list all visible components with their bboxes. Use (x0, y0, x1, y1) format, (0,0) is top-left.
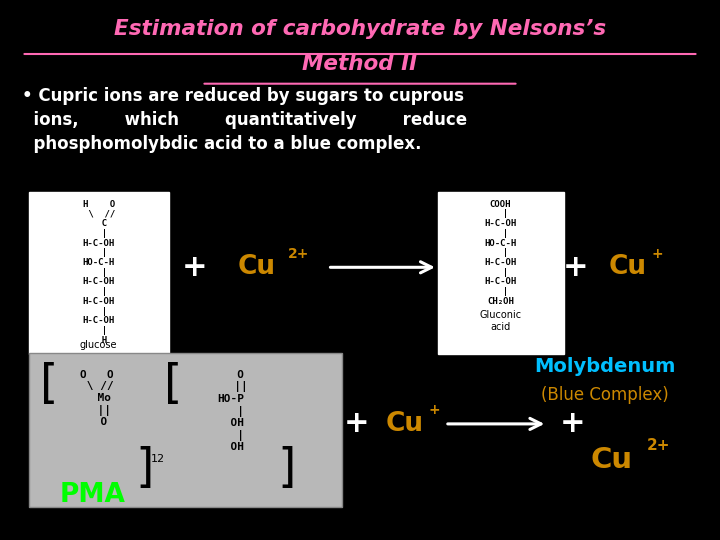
Text: +: + (428, 403, 440, 417)
Text: glucose: glucose (80, 340, 117, 350)
Text: H    O
 \  //
  C
  |
H-C-OH
  |
HO-C-H
  |
H-C-OH
  |
H-C-OH
  |
H-C-OH
  |
  H: H O \ // C | H-C-OH | HO-C-H | H-C-OH | … (83, 200, 114, 345)
Bar (29, 353, 342, 507)
Bar (438, 192, 564, 354)
Text: Molybdenum: Molybdenum (534, 356, 675, 376)
Text: Gluconic
acid: Gluconic acid (480, 310, 521, 332)
Text: [: [ (40, 362, 58, 407)
Text: [: [ (164, 362, 183, 407)
Text: +: + (652, 247, 663, 261)
Text: • Cupric ions are reduced by sugars to cuprous
  ions,        which        quant: • Cupric ions are reduced by sugars to c… (22, 87, 467, 153)
Text: (Blue Complex): (Blue Complex) (541, 386, 669, 404)
Text: PMA: PMA (59, 482, 125, 508)
Text: O
   ||
HO-P
   |
  OH
   |
  OH: O || HO-P | OH | OH (214, 370, 247, 453)
Text: Cu: Cu (590, 446, 633, 474)
Bar (29, 192, 169, 354)
Text: +: + (343, 409, 369, 438)
Text: COOH
  |
H-C-OH
  |
HO-C-H
  |
H-C-OH
  |
H-C-OH
  |
CH₂OH: COOH | H-C-OH | HO-C-H | H-C-OH | H-C-OH… (485, 200, 516, 306)
Text: Cu: Cu (238, 254, 276, 280)
Text: +: + (181, 253, 207, 282)
Text: ]: ] (135, 446, 154, 490)
Text: 2+: 2+ (647, 438, 670, 453)
Text: Method II: Method II (302, 54, 418, 74)
Text: Estimation of carbohydrate by Nelsons’s: Estimation of carbohydrate by Nelsons’s (114, 19, 606, 39)
Text: 12: 12 (151, 454, 166, 464)
Text: Cu: Cu (385, 411, 423, 437)
Text: +: + (563, 253, 589, 282)
Text: +: + (559, 409, 585, 438)
Text: O   O
 \ //
  Mo
  ||
  O: O O \ // Mo || O (81, 370, 114, 427)
Text: ]: ] (277, 446, 296, 490)
Text: Cu: Cu (608, 254, 647, 280)
Text: 2+: 2+ (288, 247, 310, 261)
